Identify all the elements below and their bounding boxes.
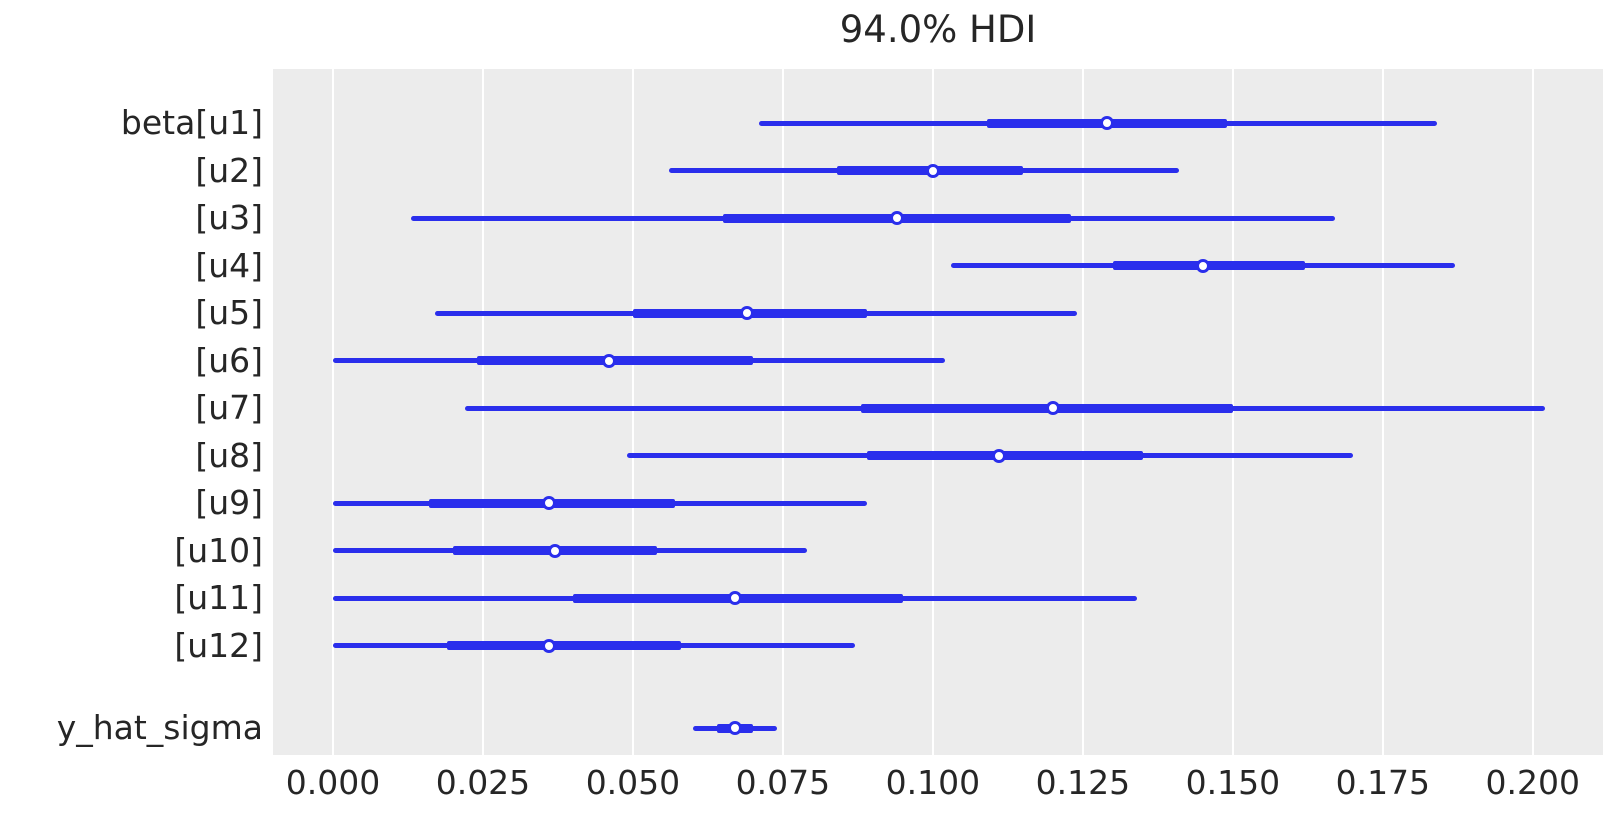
y-tick-label: beta[u1] — [120, 103, 263, 142]
x-gridline — [781, 69, 784, 755]
y-tick-label: y_hat_sigma — [56, 708, 263, 747]
chart-title: 94.0% HDI — [839, 8, 1037, 51]
x-tick-label: 0.025 — [435, 763, 531, 802]
x-gridline — [331, 69, 334, 755]
iqr-bar — [446, 641, 681, 650]
y-tick-label: [u8] — [195, 435, 263, 475]
y-tick-label: [u3] — [195, 198, 263, 237]
point-marker — [889, 211, 904, 225]
x-gridline — [1231, 69, 1234, 755]
point-marker — [541, 638, 556, 653]
y-tick-label: [u4] — [195, 245, 263, 285]
point-marker — [991, 448, 1006, 463]
x-tick-label: 0.200 — [1485, 763, 1581, 802]
y-tick-label: [u9] — [195, 483, 263, 522]
point-marker — [1099, 116, 1114, 130]
y-tick-label: [u10] — [174, 530, 263, 570]
x-gridline — [1531, 69, 1534, 755]
y-tick-label: [u6] — [195, 340, 263, 380]
point-marker — [541, 496, 556, 510]
point-marker — [601, 353, 616, 368]
y-tick-label: [u2] — [195, 150, 263, 190]
point-marker — [547, 543, 562, 558]
y-tick-label: [u5] — [195, 293, 263, 332]
point-marker — [727, 721, 742, 735]
point-marker — [1045, 401, 1060, 415]
point-marker — [727, 591, 742, 605]
y-tick-label: [u12] — [174, 625, 263, 665]
x-tick-label: 0.000 — [285, 763, 381, 802]
point-marker — [739, 306, 754, 320]
x-tick-label: 0.100 — [885, 763, 981, 802]
x-tick-label: 0.175 — [1335, 763, 1431, 802]
plot-area — [273, 69, 1603, 755]
x-tick-label: 0.050 — [585, 763, 681, 802]
point-marker — [925, 163, 940, 178]
x-gridline — [1381, 69, 1384, 755]
point-marker — [1195, 258, 1210, 273]
x-tick-label: 0.075 — [735, 763, 831, 802]
y-tick-label: [u11] — [174, 578, 263, 617]
x-tick-label: 0.125 — [1035, 763, 1131, 802]
x-gridline — [631, 69, 634, 755]
x-gridline — [481, 69, 484, 755]
y-tick-label: [u7] — [195, 388, 263, 427]
x-tick-label: 0.150 — [1185, 763, 1281, 802]
